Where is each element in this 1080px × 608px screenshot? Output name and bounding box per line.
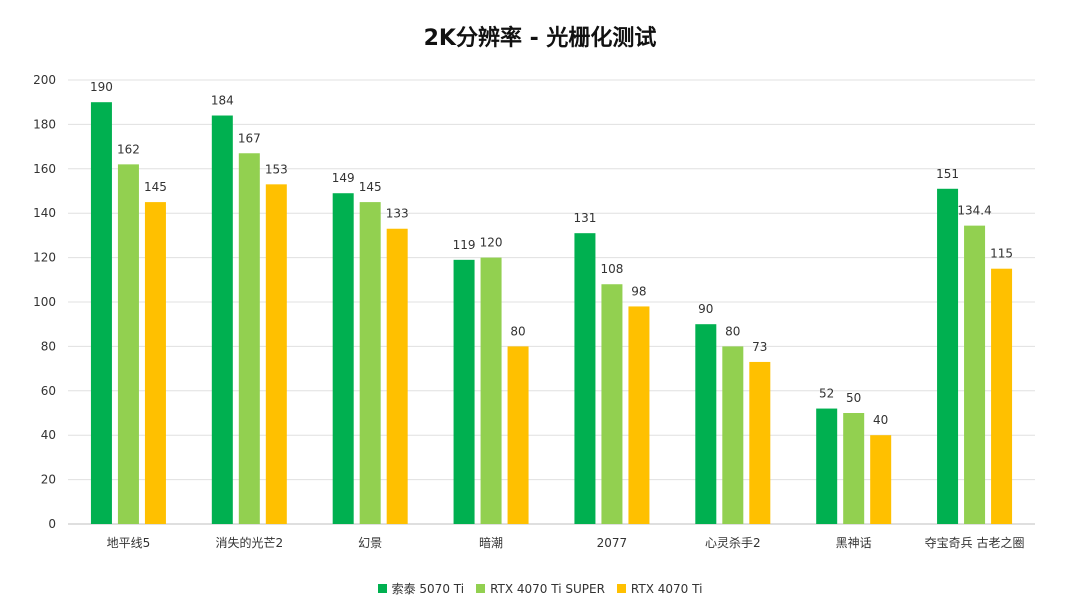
y-tick-label: 200 <box>33 73 56 87</box>
y-tick-label: 160 <box>33 162 56 176</box>
legend-label: RTX 4070 Ti SUPER <box>490 581 605 596</box>
x-tick-label: 幻景 <box>358 536 382 550</box>
data-label: 80 <box>725 324 740 338</box>
legend-item: RTX 4070 Ti <box>616 581 703 596</box>
data-label: 162 <box>117 142 140 156</box>
y-tick-label: 140 <box>33 206 56 220</box>
legend-item: 索泰 5070 Ti <box>377 580 465 597</box>
data-label: 153 <box>265 162 288 176</box>
bar <box>991 268 1013 524</box>
data-label: 98 <box>631 284 646 298</box>
y-tick-label: 180 <box>33 117 56 131</box>
data-label: 90 <box>698 302 713 316</box>
x-tick-label: 夺宝奇兵 古老之圈 <box>925 535 1025 550</box>
legend-swatch <box>616 584 626 593</box>
data-label: 80 <box>510 324 525 338</box>
data-label: 145 <box>359 180 382 194</box>
bar <box>507 346 529 524</box>
y-tick-label: 80 <box>41 339 56 353</box>
y-tick-label: 120 <box>33 251 56 265</box>
x-tick-label: 2077 <box>597 536 628 550</box>
bar <box>211 115 233 525</box>
data-label: 120 <box>480 236 503 250</box>
bar <box>843 413 865 524</box>
data-label: 145 <box>144 180 167 194</box>
legend-item: RTX 4070 Ti SUPER <box>476 582 605 596</box>
data-label: 167 <box>238 131 261 145</box>
data-label: 73 <box>752 340 767 354</box>
data-label: 115 <box>990 247 1013 261</box>
data-label: 108 <box>600 262 623 276</box>
legend-swatch <box>377 584 387 593</box>
x-tick-label: 暗潮 <box>479 535 503 550</box>
bar <box>937 188 959 524</box>
bar <box>332 193 354 524</box>
data-label: 52 <box>819 387 834 401</box>
bar <box>722 346 744 524</box>
data-label: 184 <box>211 94 234 108</box>
data-label: 131 <box>573 211 596 225</box>
bar <box>574 233 596 524</box>
bar <box>265 184 287 524</box>
data-label: 40 <box>873 413 888 427</box>
bar <box>453 259 475 524</box>
bar <box>359 202 381 524</box>
legend-swatch <box>476 584 486 593</box>
bar <box>117 164 139 525</box>
y-tick-label: 40 <box>41 428 56 442</box>
data-label: 119 <box>453 238 476 252</box>
data-label: 149 <box>332 171 355 185</box>
bar <box>238 153 260 524</box>
bar <box>386 228 408 525</box>
chart-title: 2K分辨率 - 光栅化测试 <box>423 26 657 51</box>
data-label: 134.4 <box>957 204 991 218</box>
y-tick-label: 20 <box>41 473 56 487</box>
bar <box>870 435 892 524</box>
bar <box>480 257 502 524</box>
x-tick-label: 心灵杀手2 <box>705 535 761 550</box>
bar <box>601 284 623 524</box>
legend: 索泰 5070 Ti RTX 4070 Ti SUPER RTX 4070 Ti <box>0 580 1080 597</box>
bar <box>90 102 112 524</box>
data-label: 151 <box>936 167 959 181</box>
y-tick-label: 0 <box>48 517 56 531</box>
bar <box>695 324 717 524</box>
bar <box>749 361 771 524</box>
y-tick-label: 100 <box>33 295 56 309</box>
bar <box>144 202 166 524</box>
bar <box>964 225 986 524</box>
y-tick-label: 60 <box>41 384 56 398</box>
data-label: 190 <box>90 80 113 94</box>
legend-label: RTX 4070 Ti <box>630 581 703 596</box>
data-label: 133 <box>386 207 409 221</box>
x-tick-label: 消失的光芒2 <box>215 535 283 550</box>
data-label: 50 <box>846 391 861 405</box>
bar <box>816 408 838 524</box>
x-tick-label: 黑神话 <box>836 536 872 550</box>
legend-label: 索泰 5070 Ti <box>391 582 465 596</box>
x-tick-label: 地平线5 <box>107 536 151 550</box>
bar <box>628 306 650 524</box>
